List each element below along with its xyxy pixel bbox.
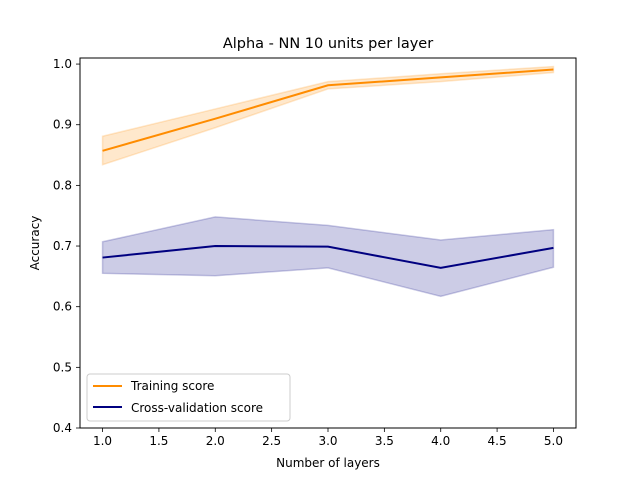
y-tick-label: 0.9 xyxy=(53,118,72,132)
chart-title: Alpha - NN 10 units per layer xyxy=(223,36,433,52)
confidence-bands xyxy=(101,65,555,298)
legend-label-training: Training score xyxy=(130,379,214,393)
y-tick-label: 0.4 xyxy=(53,421,72,435)
legend-box xyxy=(86,373,291,422)
x-tick-label: 3.0 xyxy=(318,434,337,448)
x-axis-ticks: 1.0 1.5 2.0 2.5 3.0 3.5 4.0 4.5 5.0 xyxy=(93,428,563,448)
line-series-1 xyxy=(102,245,554,269)
y-tick-label: 0.6 xyxy=(53,300,72,314)
x-tick-label: 2.0 xyxy=(206,434,225,448)
y-axis-ticks: 0.4 0.5 0.6 0.7 0.8 0.9 1.0 xyxy=(53,57,80,435)
y-tick-label: 0.7 xyxy=(53,239,72,253)
series-lines xyxy=(102,68,554,269)
x-tick-label: 1.5 xyxy=(149,434,168,448)
legend-label-cross-validation: Cross-validation score xyxy=(131,401,263,415)
y-tick-label: 1.0 xyxy=(53,57,72,71)
band-series-0 xyxy=(101,65,555,166)
x-tick-label: 1.0 xyxy=(93,434,112,448)
x-axis-label: Number of layers xyxy=(276,456,380,470)
x-tick-label: 5.0 xyxy=(544,434,563,448)
y-tick-label: 0.8 xyxy=(53,178,72,192)
band-series-1 xyxy=(101,216,555,298)
legend: Training score Cross-validation score xyxy=(86,373,291,422)
line-series-0 xyxy=(102,68,554,152)
y-tick-label: 0.5 xyxy=(53,360,72,374)
x-tick-label: 2.5 xyxy=(262,434,281,448)
x-tick-label: 4.5 xyxy=(488,434,507,448)
y-axis-label: Accuracy xyxy=(28,216,42,271)
x-tick-label: 4.0 xyxy=(431,434,450,448)
x-tick-label: 3.5 xyxy=(375,434,394,448)
